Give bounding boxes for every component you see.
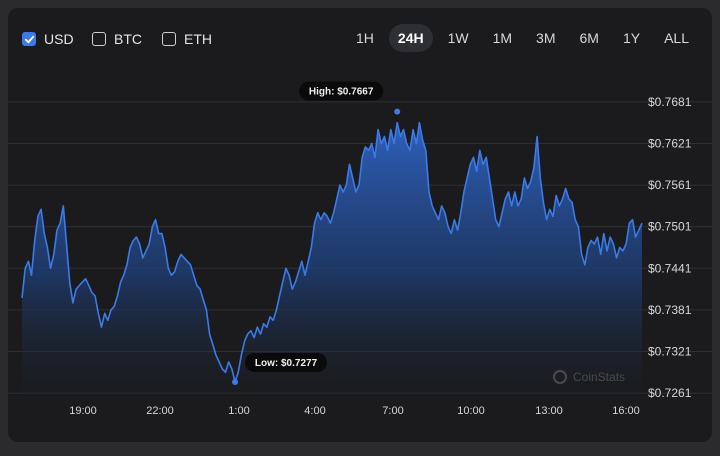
x-tick-label: 22:00	[146, 405, 174, 417]
y-tick-label: $0.7501	[648, 220, 692, 234]
high-point	[394, 108, 401, 115]
range-button-all[interactable]: ALL	[664, 30, 689, 46]
range-button-6m[interactable]: 6M	[579, 30, 599, 46]
currency-toggle-eth[interactable]: ETH	[162, 30, 212, 48]
markers: High: $0.7667 Low: $0.7277	[232, 81, 567, 385]
currency-toggle-btc[interactable]: BTC	[92, 30, 142, 48]
x-tick-label: 19:00	[69, 405, 97, 417]
x-tick-label: 7:00	[382, 405, 403, 417]
x-axis: 19:00 22:00 1:00 4:00 7:00 10:00 13:00 16:00	[69, 405, 640, 417]
range-button-3m[interactable]: 3M	[536, 30, 556, 46]
watermark-text: CoinStats	[573, 370, 625, 384]
y-tick-label: $0.7381	[648, 303, 692, 317]
x-tick-label: 10:00	[457, 405, 485, 417]
low-point	[232, 378, 239, 385]
toolbar: USD BTC ETH 1H 24H 1W 1M 3M 6M 1Y ALL	[8, 8, 712, 68]
price-chart[interactable]: $0.7681 $0.7621 $0.7561 $0.7501 $0.7441 $0.73…	[8, 8, 712, 442]
coinstats-logo-icon	[553, 370, 567, 384]
x-tick-label: 16:00	[612, 405, 640, 417]
high-tooltip	[299, 81, 384, 101]
chart-card: USD BTC ETH 1H 24H 1W 1M 3M 6M 1Y ALL	[8, 8, 712, 442]
price-area	[21, 121, 643, 400]
low-tooltip	[245, 352, 328, 372]
price-line	[21, 121, 643, 383]
checkbox-icon[interactable]	[92, 32, 106, 46]
y-tick-label: $0.7261	[648, 386, 692, 400]
range-button-1m[interactable]: 1M	[492, 30, 513, 46]
y-tick-label: $0.7681	[648, 95, 692, 109]
checkbox-checked-icon[interactable]	[22, 32, 36, 46]
currency-label-btc: BTC	[114, 31, 142, 47]
y-tick-label: $0.7561	[648, 178, 692, 192]
x-tick-label: 4:00	[304, 405, 325, 417]
currency-toggle-usd[interactable]: USD	[22, 30, 74, 48]
y-tick-label: $0.7621	[648, 136, 692, 150]
checkbox-icon[interactable]	[162, 32, 176, 46]
y-axis: $0.7681 $0.7621 $0.7561 $0.7501 $0.7441 $0.73…	[648, 95, 692, 400]
time-range-selector: 1H 24H 1W 1M 3M 6M 1Y ALL	[347, 24, 698, 52]
x-tick-label: 1:00	[228, 405, 249, 417]
range-button-24h[interactable]: 24H	[388, 24, 433, 52]
currency-label-eth: ETH	[184, 31, 212, 47]
y-tick-label: $0.7441	[648, 261, 692, 275]
currency-label-usd: USD	[44, 31, 74, 47]
low-label: Low: $0.7277	[255, 358, 318, 369]
price-area-fill	[22, 122, 642, 400]
range-button-1h[interactable]: 1H	[356, 30, 374, 46]
x-tick-label: 13:00	[535, 405, 563, 417]
high-label: High: $0.7667	[309, 87, 374, 98]
range-button-1w[interactable]: 1W	[447, 30, 469, 46]
y-tick-label: $0.7321	[648, 344, 692, 358]
range-button-1y[interactable]: 1Y	[622, 30, 641, 46]
